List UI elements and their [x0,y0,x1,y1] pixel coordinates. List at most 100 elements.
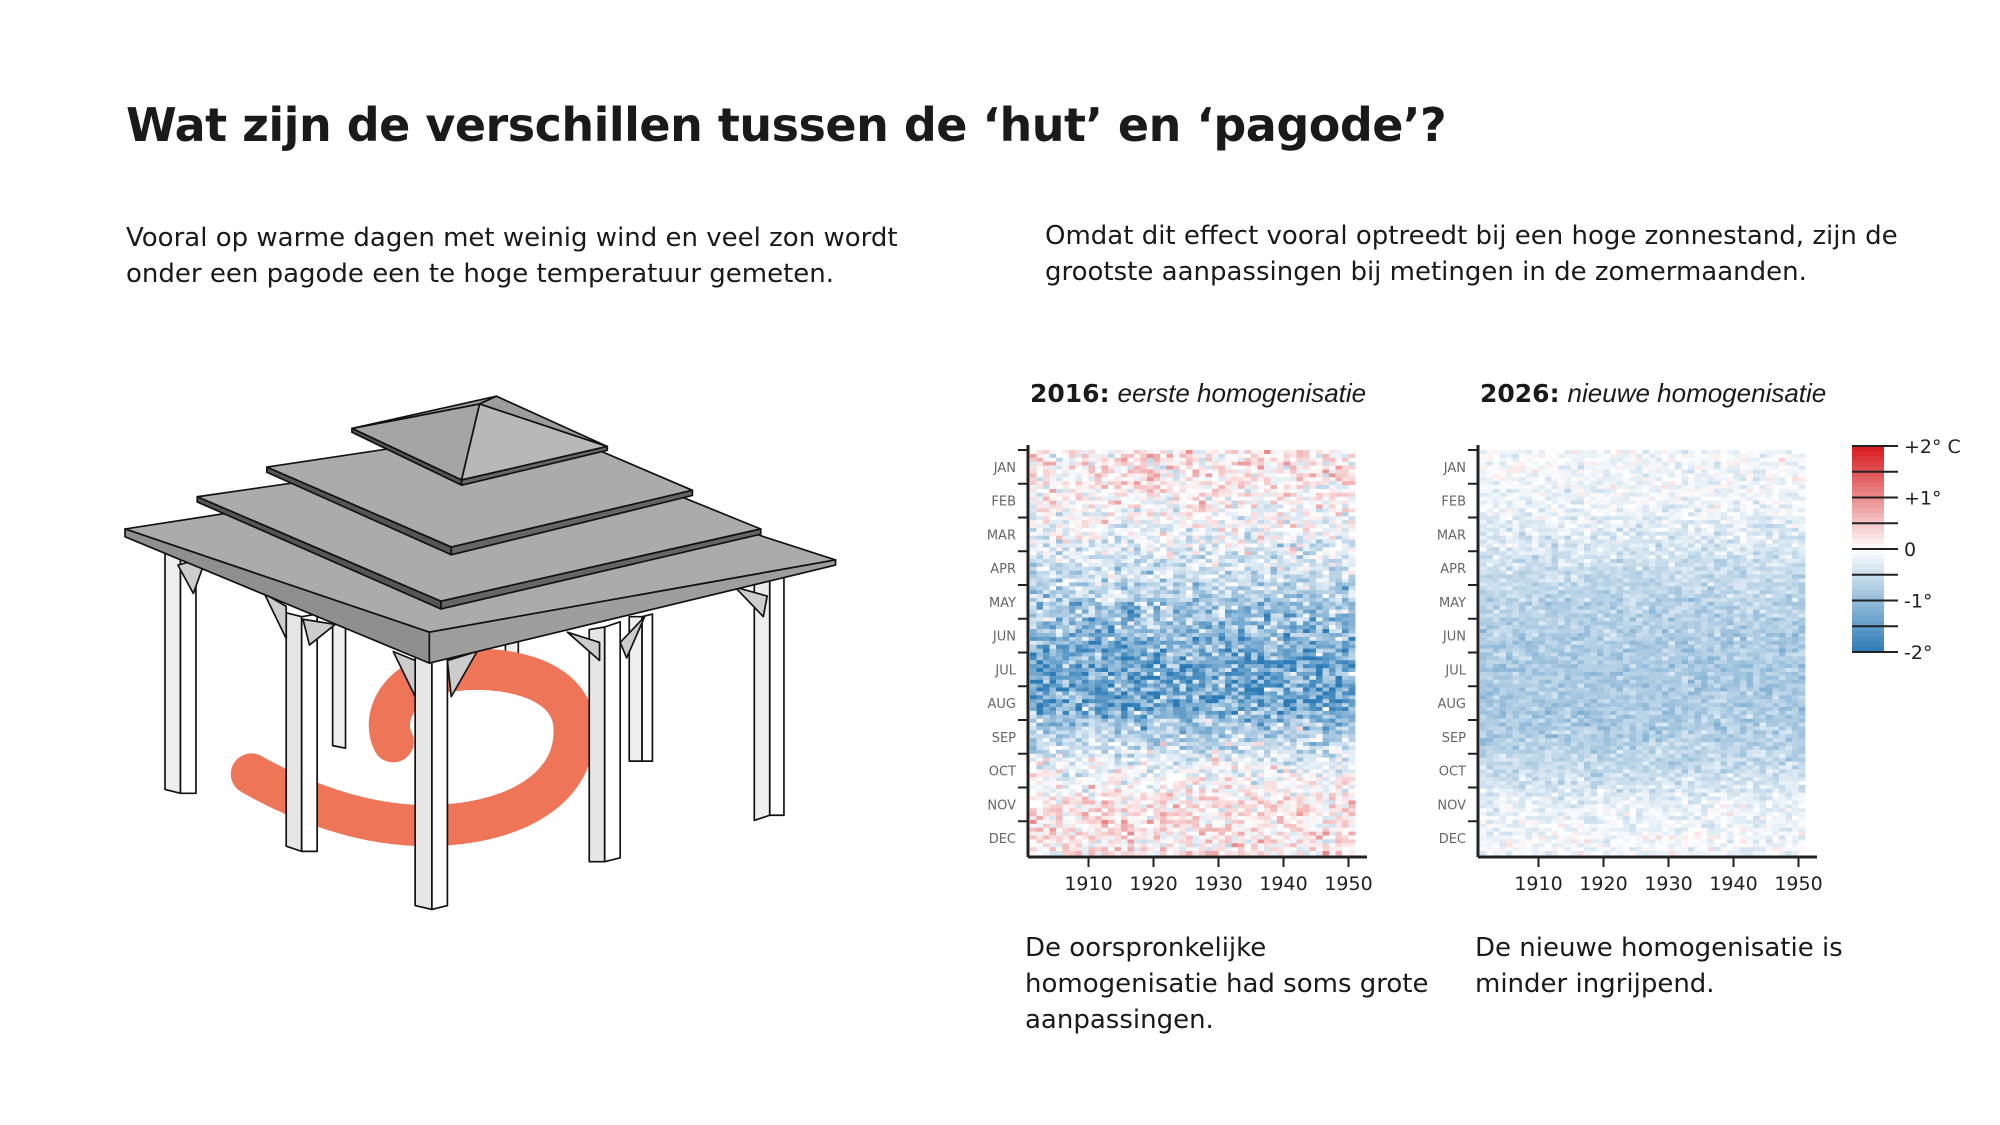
heatmap-cell [1140,757,1148,762]
heatmap-cell [1166,461,1174,466]
heatmap-cell [1056,555,1063,560]
heatmap-cell [1309,597,1317,603]
heatmap-cell [1309,551,1317,556]
heatmap-cell [1303,590,1310,595]
heatmap-cell [1166,675,1174,681]
heatmap-cell [1088,597,1096,603]
heatmap-cell [1303,496,1310,502]
heatmap-cell [1179,488,1187,494]
heatmap-cell [1303,749,1310,755]
heatmap-cell [1192,714,1200,720]
heatmap-cell [1329,703,1336,708]
heatmap-cell [1270,543,1278,548]
heatmap-cell [1309,710,1317,716]
heatmap-cell [1114,792,1122,797]
heatmap-cell [1069,835,1076,840]
heatmap-cell [1225,730,1232,735]
heatmap-cell [1049,450,1057,455]
heatmap-cell [1316,555,1323,560]
heatmap-cell [1199,555,1206,560]
heatmap-cell [1108,777,1115,782]
heatmap-cell [1199,742,1206,747]
heatmap-cell [1342,710,1349,716]
heatmap-cell [1179,812,1187,817]
heatmap-cell [1218,500,1226,505]
heatmap-cell [1082,461,1089,466]
heatmap-cell [1199,757,1206,762]
heatmap-cell [1043,633,1050,638]
heatmap-cell [1179,566,1187,572]
heatmap-cell [1056,609,1063,614]
heatmap-cell [1316,714,1323,720]
heatmap-cell [1153,527,1161,533]
heatmap-cell [1043,671,1050,677]
heatmap-cell [1186,652,1193,657]
heatmap-cell [1121,707,1128,712]
heatmap-cell [1342,594,1349,599]
heatmap-cell [1329,473,1336,478]
heatmap-cell [1309,504,1317,509]
heatmap-cell [1173,781,1180,786]
heatmap-cell [1225,722,1232,727]
heatmap-cell [1212,594,1219,599]
heatmap-cell [1101,621,1109,626]
heatmap-cell [1062,703,1070,708]
heatmap-cell [1088,500,1096,505]
heatmap-cell [1218,539,1226,544]
heatmap-cell [1316,566,1323,572]
heatmap-cell [1199,636,1206,642]
heatmap-cell [1335,605,1343,611]
heatmap-cell [1166,617,1174,622]
heatmap-cell [1309,827,1317,833]
heatmap-cell [1277,707,1284,712]
heatmap-cell [1121,757,1128,762]
heatmap-cell [1186,488,1193,494]
heatmap-cell [1121,488,1128,494]
heatmap-cell [1192,726,1200,731]
heatmap-cell [1283,633,1291,638]
heatmap-cell [1121,485,1128,490]
heatmap-cell [1160,613,1167,618]
heatmap-cell [1335,477,1343,482]
heatmap-cell [1316,656,1323,661]
heatmap-cell [1082,512,1089,517]
heatmap-cell [1342,726,1349,731]
heatmap-cell [1062,742,1070,747]
heatmap-cell [1049,574,1057,579]
heatmap-cell [1114,800,1122,805]
heatmap-cell [1179,543,1187,548]
heatmap-cell [1212,555,1219,560]
heatmap-cell [1062,578,1070,583]
heatmap-cell [1309,757,1317,762]
heatmap-cell [1277,738,1284,743]
heatmap-cell [1309,457,1317,463]
heatmap-cell [1192,547,1200,552]
heatmap-cell [1056,465,1063,470]
heatmap-cell [1166,453,1174,459]
heatmap-cell [1342,691,1349,696]
heatmap-cell [1101,703,1109,708]
heatmap-cell [1335,800,1343,805]
heatmap-cell [1244,714,1252,720]
heatmap-cell [1329,465,1336,470]
heatmap-cell [1264,516,1271,521]
heatmap-cell [1101,469,1109,474]
heatmap-cell [1140,481,1148,486]
heatmap-cell [1179,601,1187,607]
heatmap-cell [1127,675,1135,681]
heatmap-cell [1140,648,1148,653]
heatmap-cell [1173,457,1180,463]
heatmap-cell [1322,668,1330,673]
heatmap-cell [1127,773,1135,778]
heatmap-cell [1186,582,1193,587]
heatmap-cell [1049,738,1057,743]
heatmap-cell [1030,570,1037,576]
heatmap-cell [1335,461,1343,466]
heatmap-cell [1251,738,1258,743]
heatmap-cell [1244,644,1252,649]
heatmap-cell [1049,816,1057,821]
heatmap-cell [1179,496,1187,502]
heatmap-cell [1088,710,1096,716]
heatmap-cell [1095,539,1102,544]
heatmap-cell [1043,664,1050,669]
